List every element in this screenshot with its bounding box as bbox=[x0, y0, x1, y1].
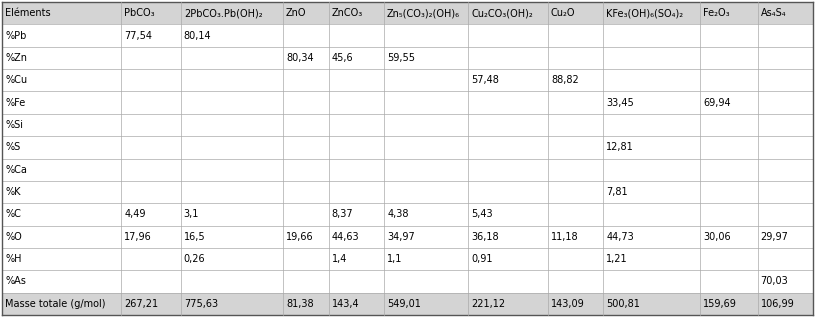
Text: %S: %S bbox=[5, 142, 20, 152]
Text: %Cu: %Cu bbox=[5, 75, 27, 85]
Text: %Si: %Si bbox=[5, 120, 23, 130]
Text: 11,18: 11,18 bbox=[551, 232, 579, 242]
Text: ZnO: ZnO bbox=[286, 8, 306, 18]
Text: %O: %O bbox=[5, 232, 22, 242]
Text: 106,99: 106,99 bbox=[760, 299, 795, 309]
Text: %Zn: %Zn bbox=[5, 53, 27, 63]
Text: 59,55: 59,55 bbox=[387, 53, 415, 63]
Text: %As: %As bbox=[5, 276, 26, 287]
Text: 17,96: 17,96 bbox=[124, 232, 152, 242]
Text: 45,6: 45,6 bbox=[332, 53, 354, 63]
Text: 4,38: 4,38 bbox=[387, 210, 408, 219]
Text: 29,97: 29,97 bbox=[760, 232, 789, 242]
Text: 16,5: 16,5 bbox=[184, 232, 205, 242]
Text: 1,21: 1,21 bbox=[606, 254, 628, 264]
Text: Fe₂O₃: Fe₂O₃ bbox=[703, 8, 729, 18]
Text: Masse totale (g/mol): Masse totale (g/mol) bbox=[5, 299, 105, 309]
Text: Zn₅(CO₃)₂(OH)₆: Zn₅(CO₃)₂(OH)₆ bbox=[387, 8, 460, 18]
Text: 4,49: 4,49 bbox=[124, 210, 146, 219]
Text: %C: %C bbox=[5, 210, 21, 219]
Text: Cu₂O: Cu₂O bbox=[551, 8, 575, 18]
Text: 70,03: 70,03 bbox=[760, 276, 788, 287]
Text: 2PbCO₃.Pb(OH)₂: 2PbCO₃.Pb(OH)₂ bbox=[184, 8, 262, 18]
Text: 143,09: 143,09 bbox=[551, 299, 584, 309]
Text: %Fe: %Fe bbox=[5, 98, 25, 107]
Text: 1,4: 1,4 bbox=[332, 254, 347, 264]
Text: 7,81: 7,81 bbox=[606, 187, 628, 197]
Text: 36,18: 36,18 bbox=[471, 232, 499, 242]
Text: 3,1: 3,1 bbox=[184, 210, 199, 219]
Text: 33,45: 33,45 bbox=[606, 98, 634, 107]
Text: 549,01: 549,01 bbox=[387, 299, 421, 309]
Text: 143,4: 143,4 bbox=[332, 299, 359, 309]
Text: %K: %K bbox=[5, 187, 20, 197]
Text: 775,63: 775,63 bbox=[184, 299, 218, 309]
Text: 0,91: 0,91 bbox=[471, 254, 492, 264]
Text: %Pb: %Pb bbox=[5, 30, 26, 41]
Text: 69,94: 69,94 bbox=[703, 98, 731, 107]
Text: 267,21: 267,21 bbox=[124, 299, 158, 309]
Text: 8,37: 8,37 bbox=[332, 210, 354, 219]
Text: Eléments: Eléments bbox=[5, 8, 51, 18]
Text: 88,82: 88,82 bbox=[551, 75, 579, 85]
Text: %H: %H bbox=[5, 254, 21, 264]
Text: 57,48: 57,48 bbox=[471, 75, 499, 85]
Text: 19,66: 19,66 bbox=[286, 232, 314, 242]
Text: 221,12: 221,12 bbox=[471, 299, 505, 309]
Text: As₄S₄: As₄S₄ bbox=[760, 8, 786, 18]
Text: 80,34: 80,34 bbox=[286, 53, 314, 63]
Text: 80,14: 80,14 bbox=[184, 30, 211, 41]
Text: PbCO₃: PbCO₃ bbox=[124, 8, 155, 18]
Text: 500,81: 500,81 bbox=[606, 299, 641, 309]
Text: 0,26: 0,26 bbox=[184, 254, 205, 264]
Text: Cu₂CO₃(OH)₂: Cu₂CO₃(OH)₂ bbox=[471, 8, 533, 18]
Text: 44,73: 44,73 bbox=[606, 232, 634, 242]
Text: KFe₃(OH)₆(SO₄)₂: KFe₃(OH)₆(SO₄)₂ bbox=[606, 8, 684, 18]
Text: 159,69: 159,69 bbox=[703, 299, 737, 309]
Text: 1,1: 1,1 bbox=[387, 254, 403, 264]
Text: 44,63: 44,63 bbox=[332, 232, 359, 242]
Text: 77,54: 77,54 bbox=[124, 30, 152, 41]
Text: 34,97: 34,97 bbox=[387, 232, 415, 242]
Text: 81,38: 81,38 bbox=[286, 299, 314, 309]
Text: 5,43: 5,43 bbox=[471, 210, 493, 219]
Text: 30,06: 30,06 bbox=[703, 232, 731, 242]
Text: %Ca: %Ca bbox=[5, 165, 27, 175]
Text: ZnCO₃: ZnCO₃ bbox=[332, 8, 363, 18]
Text: 12,81: 12,81 bbox=[606, 142, 634, 152]
